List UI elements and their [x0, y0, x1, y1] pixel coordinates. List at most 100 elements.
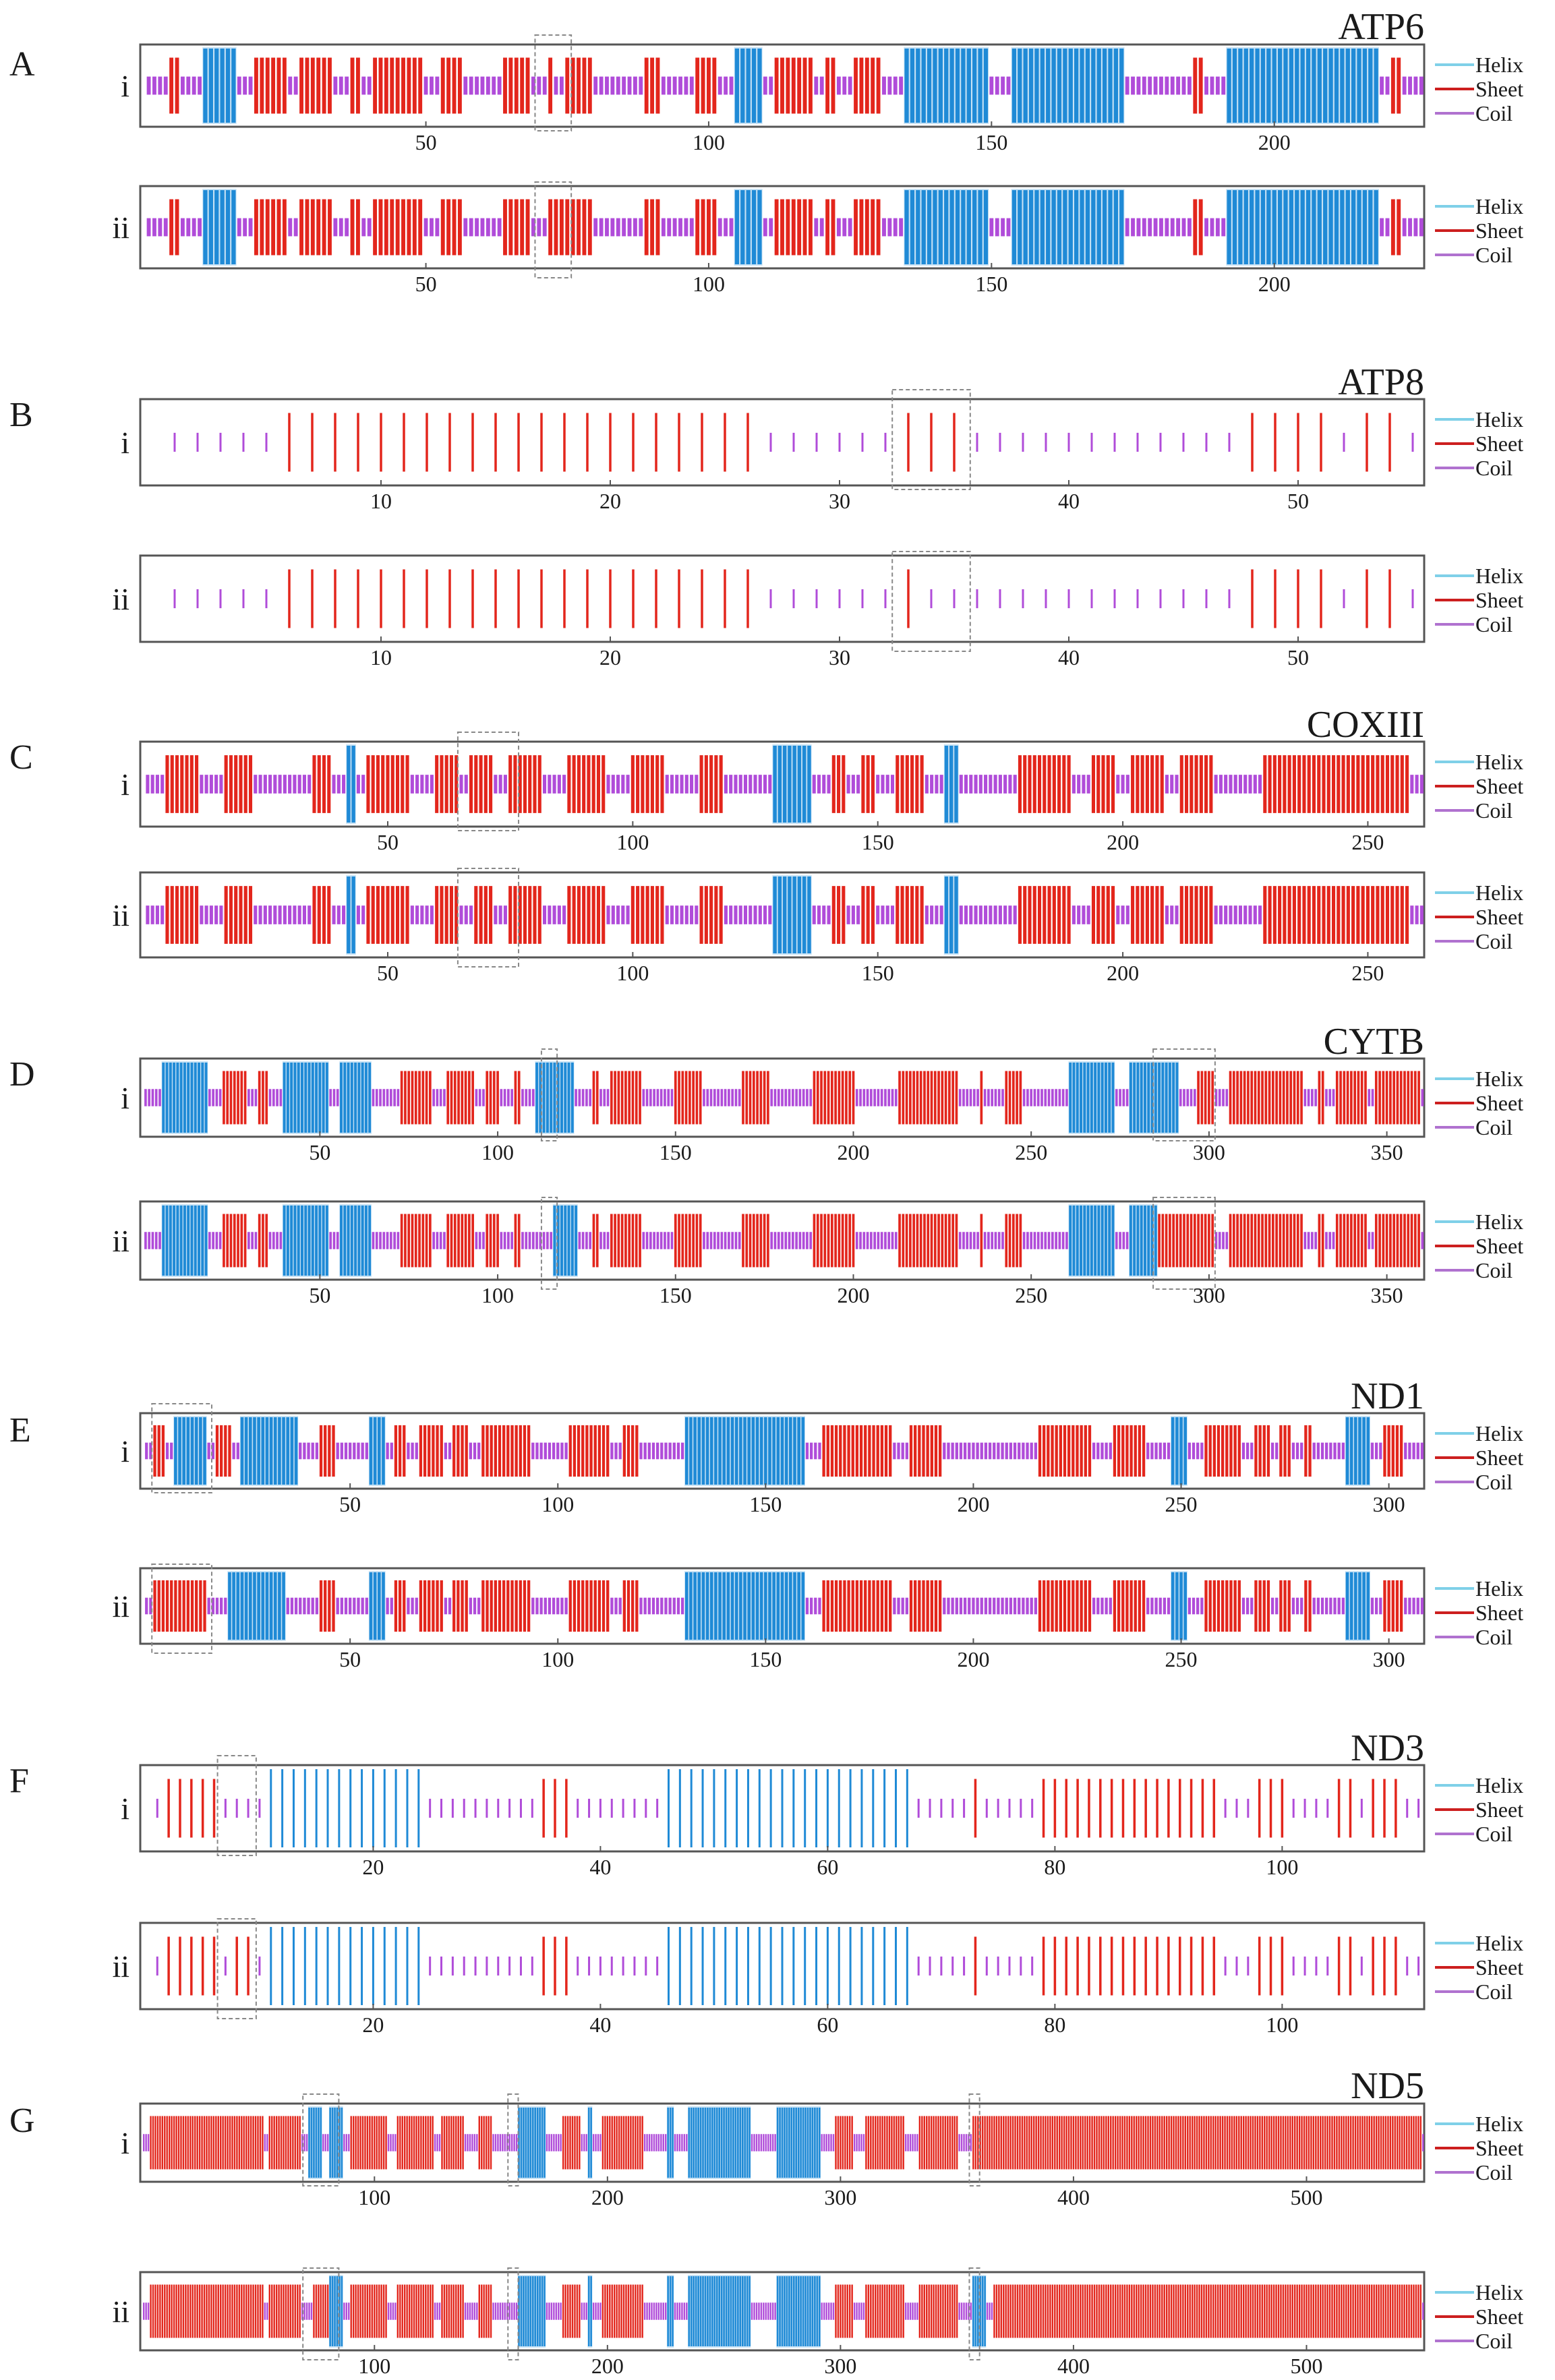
track-label: i [121, 767, 129, 802]
segment-helix [666, 2275, 674, 2348]
legend-coil-label: Coil [1475, 1980, 1513, 2004]
segment-coil [464, 2302, 478, 2320]
tick-label: 500 [1290, 2185, 1322, 2209]
gene-title: ND1 [1351, 1375, 1424, 1417]
segment-coil [173, 432, 268, 452]
tick-label: 20 [362, 2013, 384, 2037]
segment-coil [599, 1232, 610, 1249]
legend-helix-label: Helix [1475, 1210, 1523, 1234]
segment-sheet [452, 1580, 468, 1632]
segment-coil [717, 218, 734, 237]
segment-sheet [299, 57, 332, 114]
segment-sheet [542, 1936, 568, 1996]
segment-coil [1241, 1442, 1254, 1460]
segment-sheet [366, 755, 409, 813]
segment-coil [1092, 1597, 1112, 1615]
legend-helix-label: Helix [1475, 750, 1523, 774]
legend-coil-label: Coil [1475, 1470, 1513, 1494]
segment-coil [224, 1798, 261, 1818]
highlight-box [1152, 1197, 1216, 1290]
segment-coil [1325, 1089, 1335, 1106]
tick-label: 80 [1044, 2013, 1065, 2037]
tick-label: 50 [309, 1283, 330, 1307]
segment-coil [577, 1798, 659, 1818]
segment-coil [469, 1442, 481, 1460]
segment-helix [943, 744, 959, 824]
segment-sheet [508, 755, 541, 813]
segment-coil [814, 76, 824, 95]
segment-coil [387, 2302, 397, 2320]
segment-sheet [1374, 1071, 1420, 1125]
highlight-box [891, 551, 971, 652]
segment-coil [301, 2302, 313, 2320]
segment-sheet [562, 2116, 581, 2170]
segment-coil [593, 76, 643, 95]
segment-sheet [972, 2116, 1422, 2170]
tick-label: 100 [481, 1140, 514, 1164]
segment-sheet [1193, 199, 1203, 256]
segment-helix [517, 2106, 546, 2179]
segment-sheet [1091, 886, 1115, 944]
segment-sheet [644, 199, 660, 256]
segment-coil [208, 1089, 222, 1106]
segment-coil [703, 1232, 741, 1249]
helix-block [1345, 1416, 1370, 1486]
segment-coil [521, 1232, 553, 1249]
segment-sheet [350, 2116, 387, 2170]
highlight-box [507, 2267, 519, 2360]
segment-helix [776, 2106, 821, 2179]
segment-coil [145, 1442, 152, 1460]
segment-sheet [366, 886, 409, 944]
segment-sheet [1179, 886, 1213, 944]
segment-coil [1214, 1232, 1229, 1249]
segment-coil [661, 76, 694, 95]
segment-sheet [644, 57, 660, 114]
segment-helix [1171, 1571, 1187, 1641]
helix-block [265, 1768, 425, 1849]
segment-coil [959, 775, 1017, 794]
segment-coil [494, 905, 507, 924]
segment-sheet [742, 1071, 769, 1125]
segment-helix [1171, 1416, 1187, 1486]
tick-label: 300 [1373, 1492, 1405, 1516]
segment-helix [265, 1926, 425, 2006]
segment-sheet [1390, 57, 1401, 114]
legend-helix-label: Helix [1475, 194, 1523, 218]
segment-coil [361, 218, 372, 237]
segment-sheet [1374, 1214, 1420, 1268]
segment-coil [322, 2134, 329, 2151]
segment-helix [663, 1768, 913, 1849]
panel-letter: G [9, 2102, 35, 2140]
gene-title: ATP6 [1338, 6, 1424, 48]
legend-sheet-label: Sheet [1475, 1601, 1523, 1625]
panel-letter: C [9, 738, 33, 777]
tick-label: 100 [616, 830, 649, 854]
segment-sheet [446, 1214, 474, 1268]
segment-coil [492, 2302, 518, 2320]
segment-coil [925, 905, 943, 924]
gene-title: ATP8 [1338, 361, 1424, 403]
segment-sheet [268, 2116, 301, 2170]
highlight-box [302, 2267, 340, 2360]
segment-coil [332, 775, 346, 794]
segment-coil [165, 1442, 173, 1460]
segment-sheet [1390, 199, 1401, 256]
tick-label: 300 [1193, 1283, 1225, 1307]
helix-block [517, 2275, 546, 2348]
gene-title: ND5 [1351, 2065, 1424, 2107]
segment-coil [1303, 1232, 1317, 1249]
tick-label: 200 [1258, 272, 1291, 296]
track-label: i [121, 2126, 129, 2160]
segment-coil [264, 2302, 268, 2320]
helix-block [328, 2275, 343, 2348]
